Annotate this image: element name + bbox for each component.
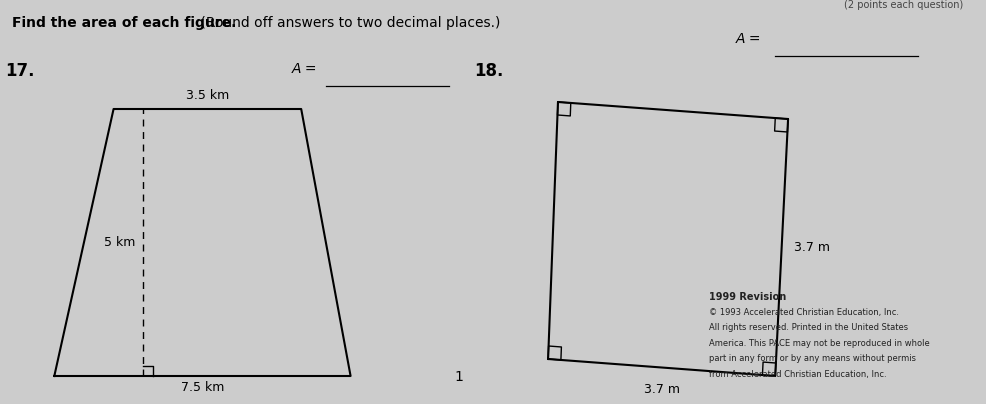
Text: 3.7 m: 3.7 m bbox=[793, 241, 828, 254]
Text: All rights reserved. Printed in the United States: All rights reserved. Printed in the Unit… bbox=[708, 323, 907, 332]
Text: (2 points each question): (2 points each question) bbox=[843, 0, 962, 10]
Text: A =: A = bbox=[735, 32, 760, 46]
Text: 3.5 km: 3.5 km bbox=[185, 89, 229, 102]
Text: America. This PACE may not be reproduced in whole: America. This PACE may not be reproduced… bbox=[708, 339, 929, 347]
Text: from Accelerated Christian Education, Inc.: from Accelerated Christian Education, In… bbox=[708, 370, 885, 379]
Text: part in any form or by any means without permis: part in any form or by any means without… bbox=[708, 354, 915, 363]
Text: 5 km: 5 km bbox=[104, 236, 135, 249]
Text: Find the area of each figure.: Find the area of each figure. bbox=[12, 16, 236, 30]
Text: (Round off answers to two decimal places.): (Round off answers to two decimal places… bbox=[195, 16, 499, 30]
Text: 17.: 17. bbox=[5, 62, 35, 80]
Text: 18.: 18. bbox=[473, 62, 503, 80]
Text: 7.5 km: 7.5 km bbox=[180, 381, 224, 394]
Text: 1999 Revision: 1999 Revision bbox=[708, 292, 786, 302]
Text: A =: A = bbox=[291, 62, 317, 76]
Text: 3.7 m: 3.7 m bbox=[643, 383, 679, 396]
Text: © 1993 Accelerated Christian Education, Inc.: © 1993 Accelerated Christian Education, … bbox=[708, 307, 898, 316]
Text: 1: 1 bbox=[455, 370, 463, 384]
